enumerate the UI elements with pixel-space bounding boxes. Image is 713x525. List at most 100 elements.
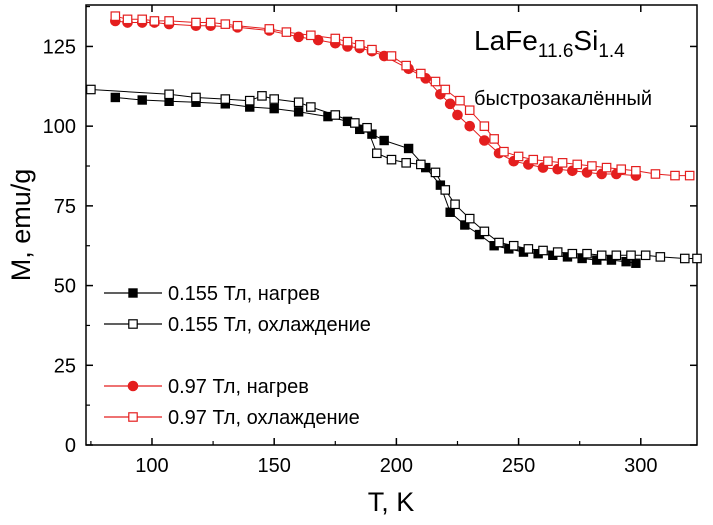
series-line-0 (115, 97, 636, 264)
data-point (508, 240, 519, 251)
series-0 (110, 92, 641, 268)
data-point (205, 17, 216, 28)
data-point (670, 170, 680, 181)
ticks: 100 150 200 250 300 0 25 50 75 100 125 (43, 5, 697, 477)
data-point (621, 256, 631, 267)
data-point (464, 105, 475, 116)
data-point (452, 109, 463, 121)
data-point (611, 250, 622, 261)
data-point (655, 252, 666, 262)
data-point (362, 122, 372, 133)
data-point (631, 165, 641, 176)
data-point (401, 158, 411, 168)
data-point (306, 102, 316, 112)
data-point (293, 97, 304, 108)
y-axis-title: M, emu/g (6, 169, 36, 282)
y-tick-label: 125 (43, 36, 76, 58)
data-point (430, 76, 441, 87)
series-3 (110, 11, 695, 181)
data-point (650, 169, 661, 179)
data-point (596, 250, 607, 261)
y-tick-label: 50 (54, 276, 76, 298)
data-point (450, 199, 460, 210)
data-point (149, 16, 160, 26)
data-point (306, 30, 316, 41)
data-point (164, 16, 174, 26)
data-point (416, 159, 426, 170)
data-point (367, 129, 377, 139)
data-point (464, 120, 476, 132)
data-point (640, 250, 651, 261)
legend-marker-1 (128, 319, 138, 329)
formula-sub-2: 1.4 (598, 41, 625, 62)
data-point (464, 213, 475, 224)
data-point (244, 95, 255, 106)
data-point (86, 84, 96, 95)
data-point (601, 162, 612, 173)
data-point (552, 247, 563, 257)
data-point (220, 19, 231, 29)
data-point (523, 244, 534, 254)
data-point (342, 36, 353, 47)
data-point (513, 151, 524, 162)
legend-marker-0 (128, 288, 138, 298)
data-point (354, 40, 365, 50)
data-point (293, 107, 304, 117)
data-point (445, 207, 455, 217)
legend-marker-2 (127, 380, 139, 392)
data-point (137, 14, 148, 25)
data-point (499, 146, 509, 157)
data-point (538, 245, 548, 256)
x-tick-label: 200 (380, 455, 413, 477)
data-point (557, 158, 568, 168)
x-tick-label: 150 (258, 455, 291, 477)
legend-marker-3 (128, 412, 138, 422)
y-tick-label: 25 (54, 355, 76, 377)
y-tick-label: 75 (54, 196, 76, 218)
data-point (626, 250, 636, 261)
plot-frame (85, 4, 698, 446)
data-point (528, 154, 539, 165)
data-point (489, 134, 499, 144)
data-point (679, 253, 690, 264)
data-point (372, 148, 382, 159)
formula-annotation: LaFe11.6Si1.4 (474, 25, 625, 62)
data-point (572, 159, 583, 170)
series-1 (86, 84, 702, 264)
x-tick-label: 300 (624, 455, 657, 477)
y-tick-label: 0 (65, 435, 76, 457)
data-point (386, 154, 397, 165)
data-point (430, 167, 441, 178)
x-axis-title: T, K (368, 487, 415, 517)
data-point (110, 92, 121, 103)
data-point (440, 185, 451, 195)
data-point (455, 95, 465, 106)
data-point (444, 98, 456, 110)
data-point (460, 220, 470, 230)
x-tick-label: 250 (502, 455, 535, 477)
data-point (281, 27, 292, 37)
formula-sub-1: 11.6 (538, 41, 574, 62)
legend-label-3: 0.97 Тл, охлаждение (168, 407, 360, 429)
data-point (684, 170, 695, 181)
series-layer (86, 11, 702, 268)
legend: 0.155 Тл, нагрев 0.155 Тл, охлаждение 0.97… (104, 283, 371, 429)
data-point (479, 121, 490, 131)
data-point (567, 248, 578, 259)
data-point (416, 68, 426, 79)
data-point (330, 110, 341, 120)
data-point (122, 14, 133, 25)
data-point (494, 237, 504, 248)
legend-label-0: 0.155 Тл, нагрев (168, 283, 320, 305)
data-point (191, 92, 201, 103)
data-point (269, 103, 279, 114)
data-point (110, 11, 121, 21)
legend-label-2: 0.97 Тл, нагрев (168, 376, 309, 398)
data-point (367, 44, 377, 55)
data-point (692, 253, 702, 264)
data-point (164, 89, 174, 100)
data-point (587, 161, 597, 171)
data-point (264, 24, 275, 34)
data-point (631, 258, 641, 268)
